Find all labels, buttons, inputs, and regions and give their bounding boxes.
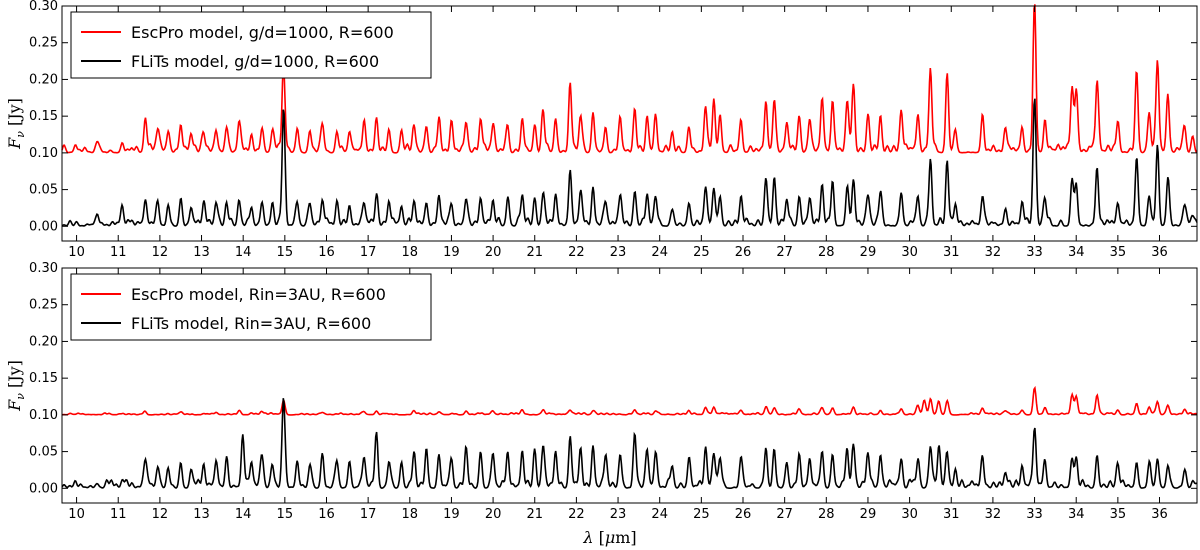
y-axis-title: Fν [Jy] [5,98,27,150]
x-tick-label: 15 [277,245,294,260]
x-tick-label: 31 [943,245,960,260]
x-tick-label: 29 [860,245,877,260]
x-tick-label: 25 [693,507,710,522]
x-tick-label: 27 [776,507,793,522]
y-tick-label: 0.15 [29,371,58,386]
y-tick-label: 0.25 [29,298,58,313]
x-tick-label: 22 [568,245,585,260]
x-tick-label: 21 [526,245,543,260]
x-tick-label: 10 [68,507,85,522]
x-tick-label: 16 [318,245,335,260]
y-tick-label: 0.10 [29,408,58,423]
plot-frame [61,5,1198,242]
x-tick-label: 16 [318,507,335,522]
y-tick-label: 0.30 [29,0,58,14]
y-axis-title: Fν [Jy] [5,360,27,412]
y-tick-label: 0.10 [29,146,58,161]
x-tick-label: 23 [610,507,627,522]
bottom-panel: 0.00 0.05 0.10 0.15 0.20 0.25 0.30 10 11 12 13 14 15… [5,261,1198,522]
y-tick-label: 0.05 [29,445,58,460]
x-tick-label: 26 [735,245,752,260]
x-tick-label: 11 [110,507,127,522]
plot-frame [61,267,1198,504]
x-tick-label: 27 [776,245,793,260]
y-tick-label: 0.20 [29,334,58,349]
y-tick-label: 0.30 [29,261,58,276]
x-tick-label: 20 [485,507,502,522]
x-tick-label: 32 [985,245,1002,260]
x-tick-label: 13 [193,245,210,260]
x-tick-label: 19 [443,245,460,260]
legend-box [70,11,432,79]
x-tick-label: 30 [901,507,918,522]
x-tick-label: 19 [443,507,460,522]
x-tick-label: 20 [485,245,502,260]
legend: EscPro model, g/d=1000, R=600 FLiTs model… [70,11,432,79]
x-tick-label: 35 [1110,507,1127,522]
legend-label: FLiTs model, Rin=3AU, R=600 [131,314,371,333]
x-tick-label: 25 [693,245,710,260]
legend-box [70,273,432,341]
x-tick-label: 12 [152,245,169,260]
x-tick-label: 30 [901,245,918,260]
y-tick-label: 0.00 [29,481,58,496]
y-tick-label: 0.20 [29,72,58,87]
series-line-flits [61,398,1198,489]
x-tick-label: 36 [1151,507,1168,522]
x-tick-label: 18 [402,245,419,260]
x-tick-label: 23 [610,245,627,260]
x-tick-label: 29 [860,507,877,522]
x-tick-label: 32 [985,507,1002,522]
x-tick-label: 13 [193,507,210,522]
y-tick-label: 0.25 [29,36,58,51]
x-tick-label: 34 [1068,507,1085,522]
x-tick-label: 28 [818,507,835,522]
x-tick-label: 24 [651,245,668,260]
x-axis-title: λ [μm] [582,528,636,547]
x-tick-label: 10 [68,245,85,260]
x-tick-label: 33 [1026,245,1043,260]
y-tick-label: 0.00 [29,219,58,234]
legend-label: EscPro model, Rin=3AU, R=600 [131,285,386,304]
x-tick-label: 33 [1026,507,1043,522]
x-tick-label: 18 [402,507,419,522]
legend-label: FLiTs model, g/d=1000, R=600 [131,52,379,71]
x-tick-label: 14 [235,507,252,522]
y-tick-label: 0.05 [29,183,58,198]
x-tick-label: 22 [568,507,585,522]
x-tick-label: 15 [277,507,294,522]
x-tick-label: 11 [110,245,127,260]
x-tick-label: 31 [943,507,960,522]
x-tick-label: 34 [1068,245,1085,260]
series-line-flits [61,98,1198,227]
top-panel: 0.00 0.05 0.10 0.15 0.20 0.25 0.30 10 11 12 13 14 15… [5,0,1198,260]
x-tick-label: 24 [651,507,668,522]
x-tick-label: 21 [526,507,543,522]
x-tick-label: 17 [360,245,377,260]
y-tick-label: 0.15 [29,109,58,124]
legend-label: EscPro model, g/d=1000, R=600 [131,23,394,42]
x-tick-label: 28 [818,245,835,260]
x-tick-label: 12 [152,507,169,522]
x-tick-label: 14 [235,245,252,260]
series-line-escpro [61,385,1198,416]
x-tick-label: 26 [735,507,752,522]
x-tick-label: 35 [1110,245,1127,260]
x-tick-label: 36 [1151,245,1168,260]
legend: EscPro model, Rin=3AU, R=600 FLiTs model,… [70,273,432,341]
x-tick-label: 17 [360,507,377,522]
series-line-escpro [61,4,1198,154]
